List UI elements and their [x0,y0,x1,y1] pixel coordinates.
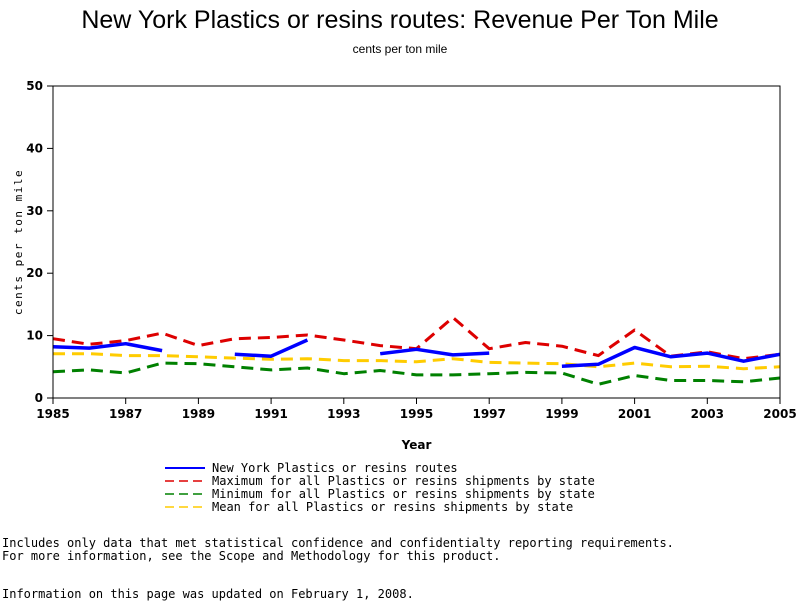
x-tick-label: 1995 [400,407,433,421]
legend-label: Mean for all Plastics or resins shipment… [212,500,573,514]
footnote-confidence: Includes only data that met statistical … [2,536,674,550]
x-tick-label: 1993 [327,407,360,421]
chart-subtitle: cents per ton mile [352,42,448,56]
series-line-3 [53,352,781,371]
y-tick-label: 10 [26,329,43,343]
series-line-1 [52,316,781,361]
y-tick-label: 50 [26,79,43,93]
x-tick-label: 2005 [763,407,796,421]
y-axis: 0 10 20 30 40 50 [26,79,53,405]
x-tick-label: 2001 [618,407,651,421]
y-tick-label: 0 [35,391,43,405]
x-tick-label: 1999 [545,407,578,421]
legend-label: Maximum for all Plastics or resins shipm… [212,474,595,488]
series-line-0 [379,347,490,357]
plot-lines [52,316,781,386]
legend-label: New York Plastics or resins routes [212,461,458,475]
plot-frame [52,85,781,399]
x-tick-label: 1985 [36,407,69,421]
y-axis-label: cents per ton mile [12,169,25,315]
x-axis-label: Year [401,438,432,452]
x-tick-label: 1997 [472,407,505,421]
footnote-updated: Information on this page was updated on … [2,587,414,601]
x-axis: 1985 1987 1989 1991 1993 1995 1997 1999 2001 2003… [36,398,797,421]
x-tick-label: 2003 [691,407,724,421]
x-tick-label: 1987 [109,407,142,421]
series-line-0 [561,345,781,368]
footnote-methodology: For more information, see the Scope and … [2,549,501,563]
x-tick-label: 1989 [182,407,215,421]
series-line-2 [52,361,781,386]
x-tick-label: 1991 [254,407,287,421]
y-tick-label: 30 [26,204,43,218]
series-line-0 [52,341,163,353]
series-line-0 [234,338,309,358]
y-tick-label: 20 [26,266,43,280]
y-tick-label: 40 [26,141,43,155]
legend-label: Minimum for all Plastics or resins shipm… [212,487,595,501]
chart-title: New York Plastics or resins routes: Reve… [81,6,719,34]
legend: New York Plastics or resins routesMaximu… [165,461,595,514]
